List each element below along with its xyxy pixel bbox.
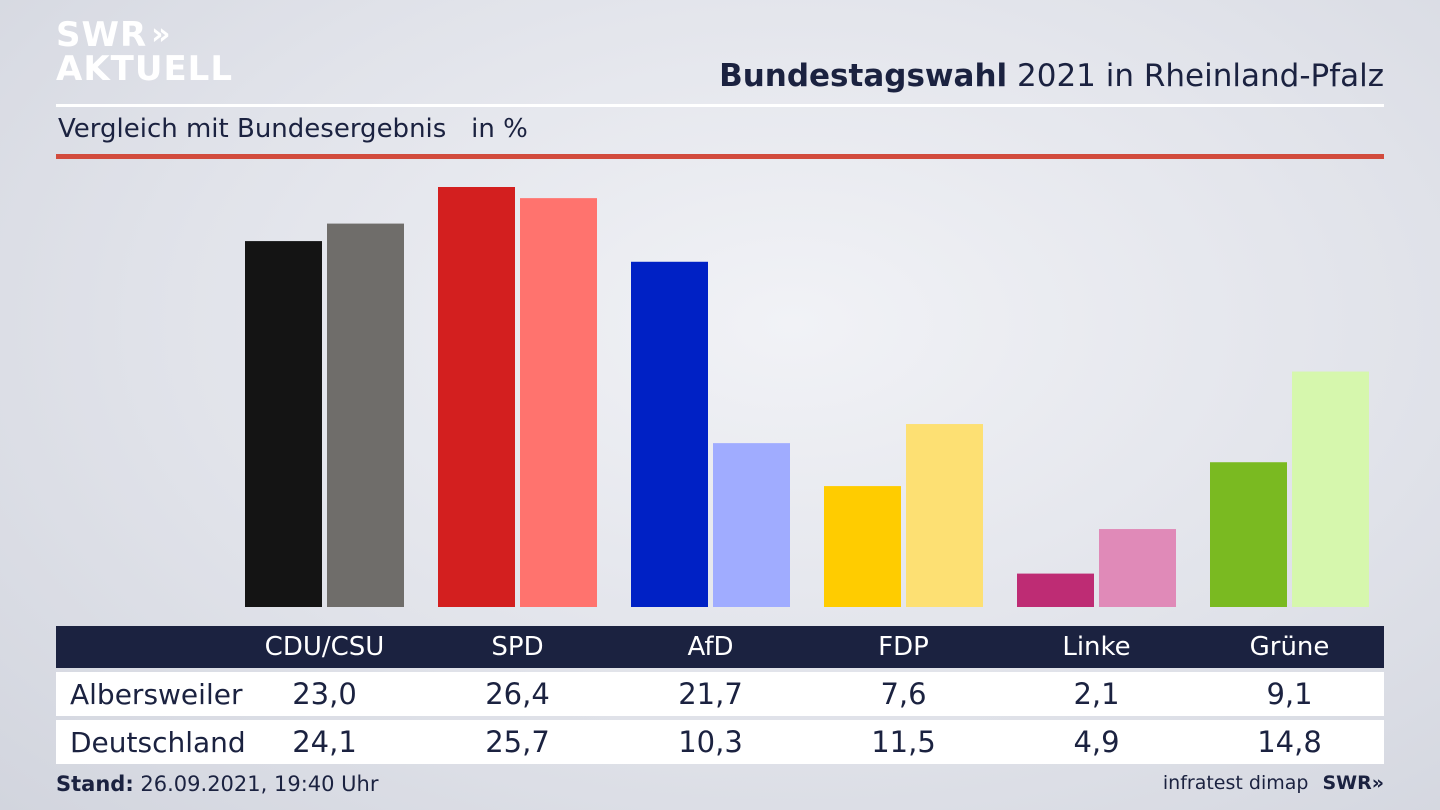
table-row: Albersweiler 23,0 26,4 21,7 7,6 2,1 9,1	[56, 672, 1384, 716]
column-header: Grüne	[1249, 632, 1330, 662]
title-bold: Bundestagswahl	[719, 58, 1008, 94]
table-cell: 10,3	[678, 725, 743, 759]
table-cell: 24,1	[292, 725, 357, 759]
logo-chevrons: »	[151, 17, 172, 52]
column-header: SPD	[491, 632, 544, 662]
swr-brand: SWR»	[1322, 772, 1384, 794]
bar-spd-albersweiler	[438, 187, 515, 607]
chart-subtitle: Vergleich mit Bundesergebnis in %	[58, 114, 528, 144]
bar-afd-deutschland	[713, 443, 790, 607]
results-table: CDU/CSU SPD AfD FDP Linke Grüne Albersweiler …	[56, 626, 1384, 764]
table-cell: 14,8	[1257, 725, 1322, 759]
row-label: Albersweiler	[70, 677, 243, 711]
row-label: Deutschland	[70, 725, 246, 759]
accent-divider	[56, 154, 1384, 159]
column-header: Linke	[1062, 632, 1131, 662]
stand-value: 26.09.2021, 19:40 Uhr	[133, 772, 379, 796]
table-cell: 23,0	[292, 677, 357, 711]
bar-fdp-deutschland	[906, 424, 983, 607]
column-header: FDP	[878, 632, 929, 662]
timestamp: Stand: 26.09.2021, 19:40 Uhr	[56, 772, 379, 796]
bar-cdu-csu-albersweiler	[245, 241, 322, 607]
column-header: AfD	[687, 632, 734, 662]
bar-linke-albersweiler	[1017, 573, 1094, 607]
page-title: Bundestagswahl 2021 in Rheinland-Pfalz	[719, 58, 1384, 94]
table-row: Deutschland 24,1 25,7 10,3 11,5 4,9 14,8	[56, 720, 1384, 764]
source-text: infratest dimap	[1162, 772, 1309, 794]
table-cell: 9,1	[1266, 677, 1313, 711]
logo-line2: AKTUELL	[56, 49, 234, 89]
table-cell: 26,4	[485, 677, 550, 711]
table-cell: 25,7	[485, 725, 550, 759]
bar-chart	[245, 187, 1369, 608]
table-cell: 11,5	[871, 725, 936, 759]
source-credit: infratest dimap SWR»	[1163, 772, 1384, 794]
table-cell: 21,7	[678, 677, 743, 711]
table-cell: 4,9	[1073, 725, 1120, 759]
bar-gr-ne-deutschland	[1292, 371, 1369, 607]
bar-afd-albersweiler	[631, 261, 708, 607]
bar-fdp-albersweiler	[824, 486, 901, 607]
bar-gr-ne-albersweiler	[1210, 462, 1287, 607]
title-divider	[56, 104, 1384, 107]
bar-linke-deutschland	[1099, 529, 1176, 607]
swr-aktuell-logo: SWR» AKTUELL	[56, 15, 234, 89]
table-cell: 7,6	[880, 677, 927, 711]
table-header-row: CDU/CSU SPD AfD FDP Linke Grüne	[56, 626, 1384, 668]
brand-text: SWR	[1322, 772, 1372, 794]
logo-line1: SWR	[56, 15, 148, 55]
table-cell: 2,1	[1073, 677, 1120, 711]
title-rest: 2021 in Rheinland-Pfalz	[1007, 58, 1384, 94]
column-header: CDU/CSU	[264, 632, 385, 662]
bar-spd-deutschland	[520, 198, 597, 608]
bar-cdu-csu-deutschland	[327, 223, 404, 607]
stand-label: Stand:	[56, 772, 134, 796]
brand-chevrons: »	[1371, 772, 1384, 794]
